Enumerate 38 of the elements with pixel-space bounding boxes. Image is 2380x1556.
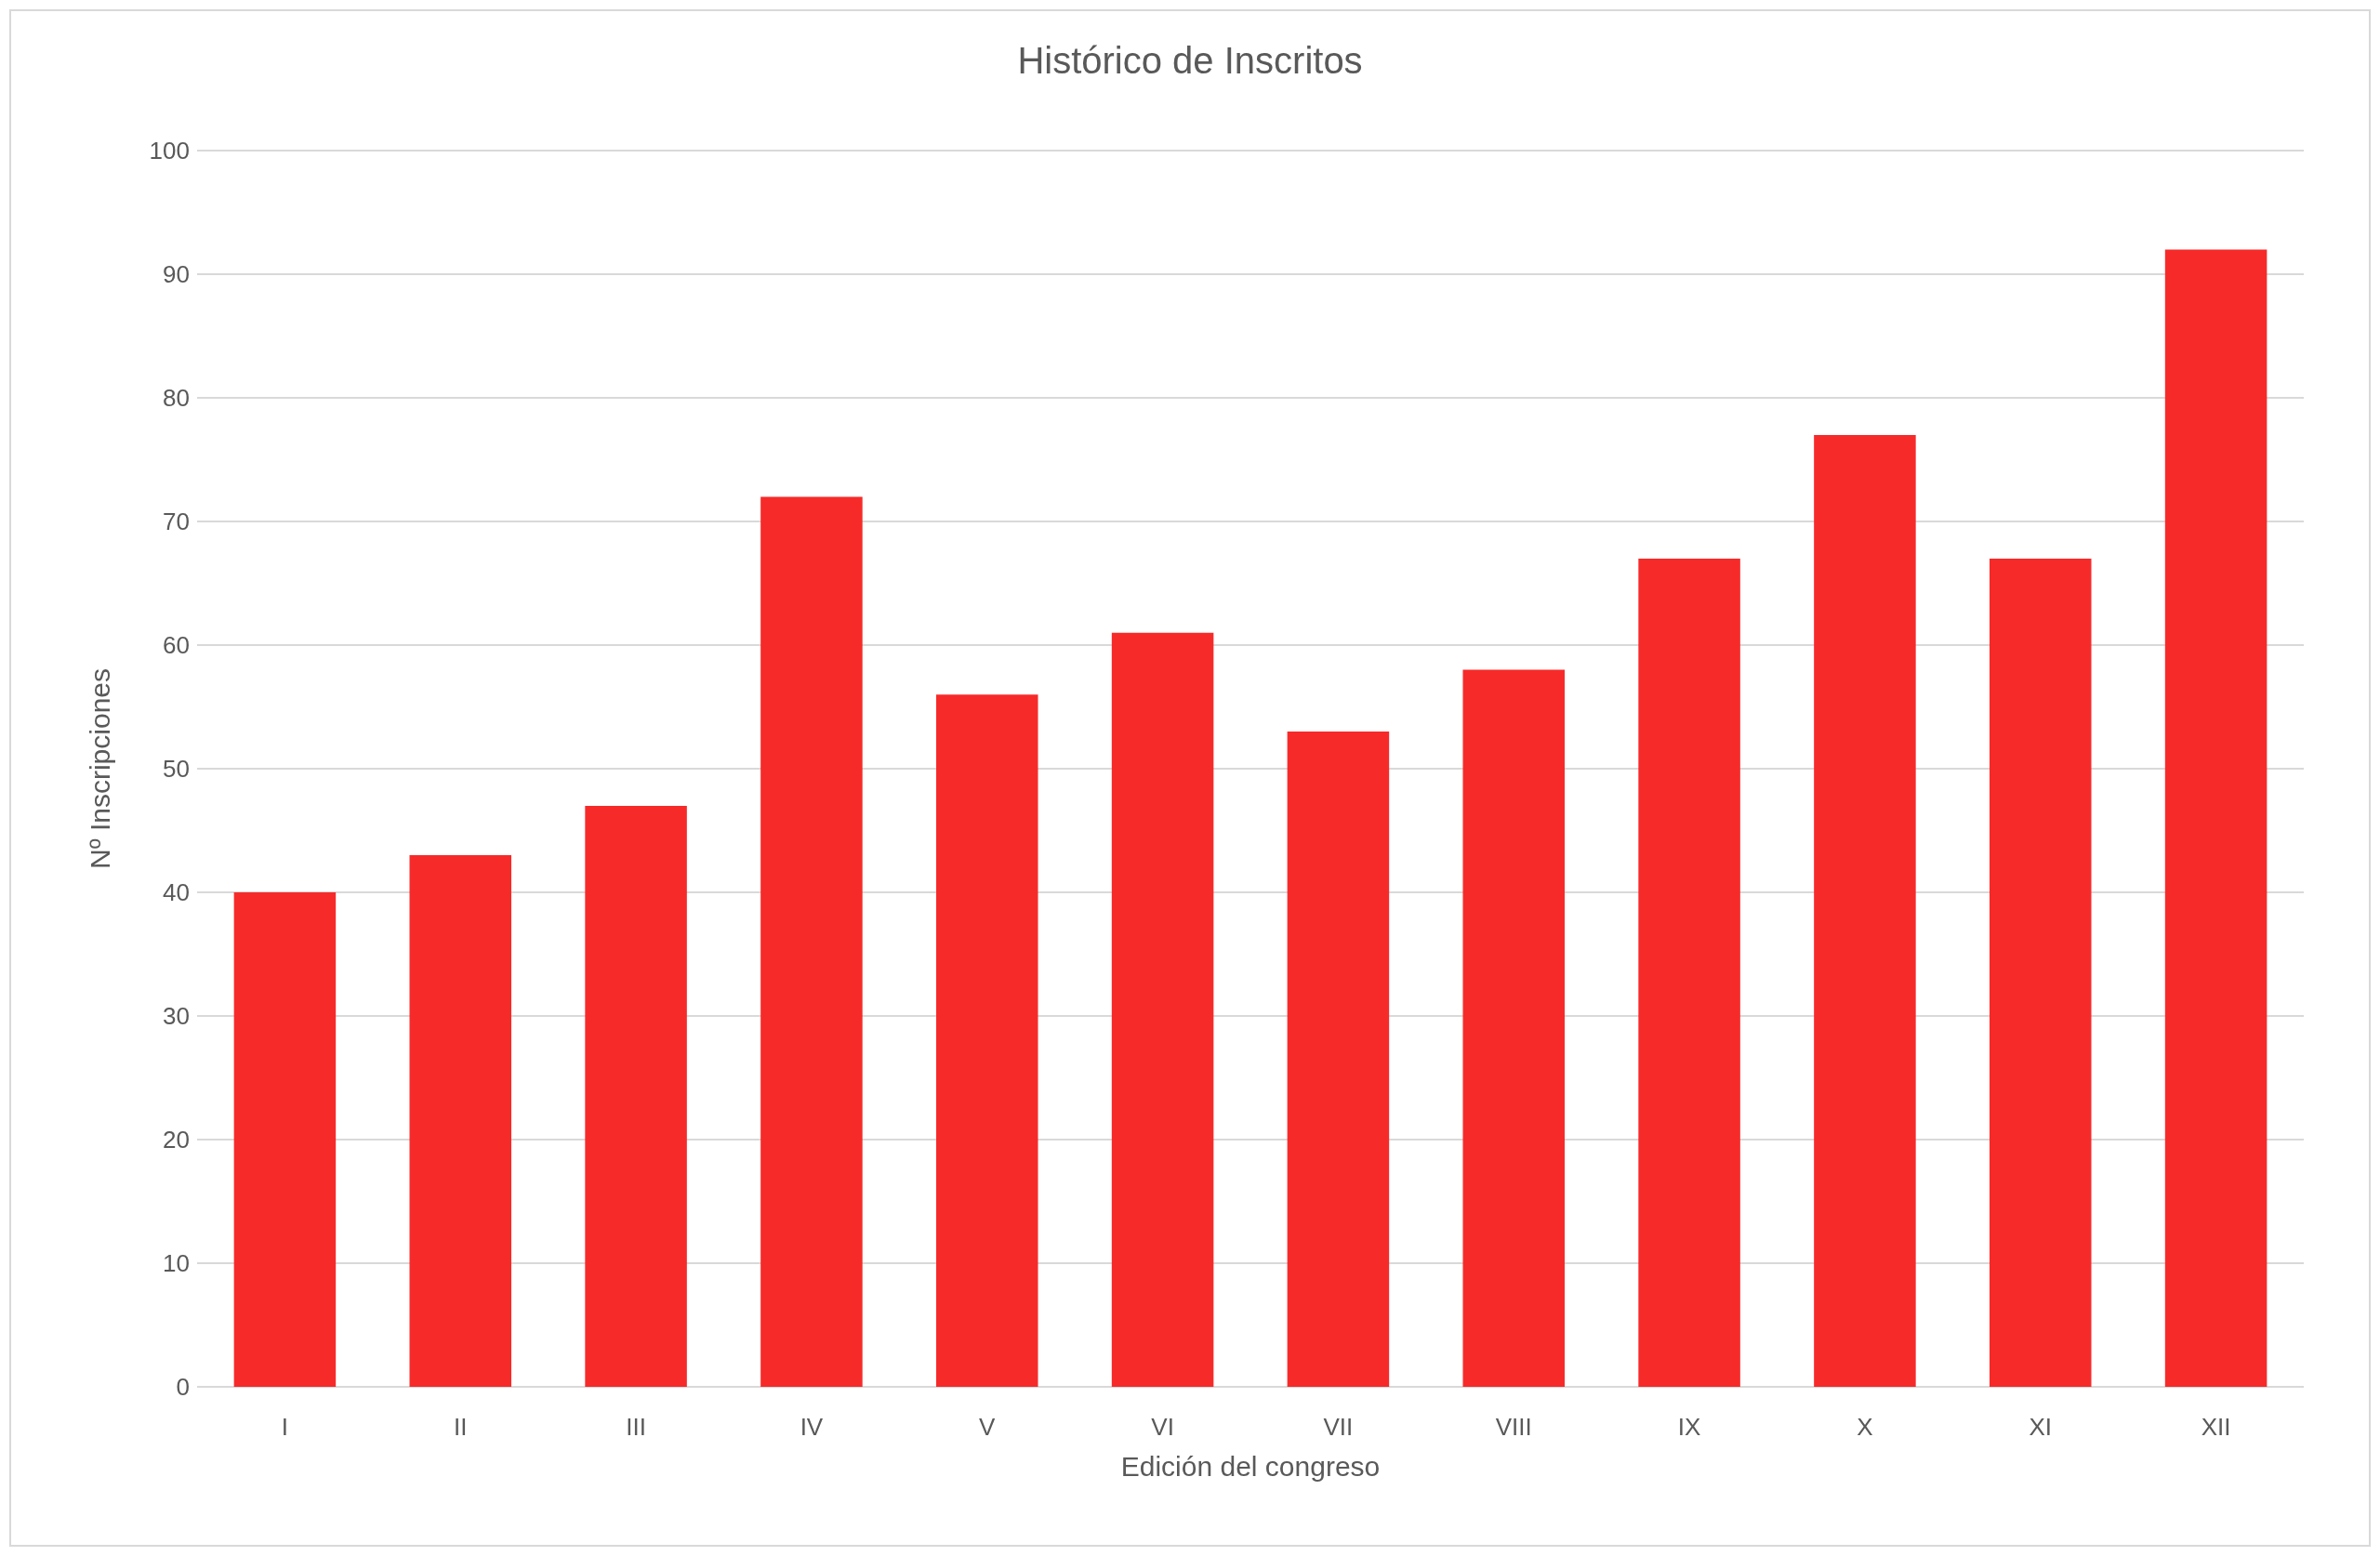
x-tick-label: XI	[2029, 1413, 2053, 1441]
y-tick-label: 70	[163, 508, 190, 535]
x-tick-label: IV	[800, 1413, 824, 1441]
bar	[935, 694, 1038, 1387]
x-tick-label: VIII	[1495, 1413, 1532, 1441]
x-tick-label: VII	[1323, 1413, 1354, 1441]
y-tick-label: 30	[163, 1002, 190, 1030]
x-tick-label: V	[979, 1413, 997, 1441]
y-tick-label: 20	[163, 1126, 190, 1154]
y-tick-label: 50	[163, 755, 190, 783]
y-tick-label: 90	[163, 260, 190, 288]
x-tick-label: II	[454, 1413, 468, 1441]
bar	[1462, 669, 1566, 1387]
y-tick-label: 40	[163, 878, 190, 906]
y-tick-label: 100	[149, 137, 190, 165]
bar	[1989, 558, 2092, 1387]
x-axis-title: Edición del congreso	[1120, 1450, 1381, 1482]
chart-title: Histórico de Inscritos	[1017, 40, 1363, 81]
x-tick-label: VI	[1151, 1413, 1174, 1441]
y-tick-label: 0	[176, 1373, 190, 1401]
x-tick-label: IX	[1677, 1413, 1701, 1441]
bar	[1287, 732, 1390, 1387]
bar	[233, 892, 337, 1387]
x-tick-label: XII	[2201, 1413, 2231, 1441]
bar	[760, 496, 863, 1387]
y-tick-label: 10	[163, 1249, 190, 1277]
bar	[1111, 632, 1214, 1387]
bar	[585, 805, 687, 1387]
x-tick-label: X	[1857, 1413, 1873, 1441]
bar	[409, 855, 512, 1387]
bar	[2164, 249, 2268, 1387]
y-axis-title: Nº Inscripciones	[84, 667, 115, 870]
bar	[1814, 434, 1916, 1387]
x-tick-label: III	[626, 1413, 646, 1441]
x-tick-label: I	[281, 1413, 289, 1441]
bar	[1638, 558, 1740, 1387]
y-tick-label: 60	[163, 631, 190, 659]
y-tick-label: 80	[163, 384, 190, 412]
